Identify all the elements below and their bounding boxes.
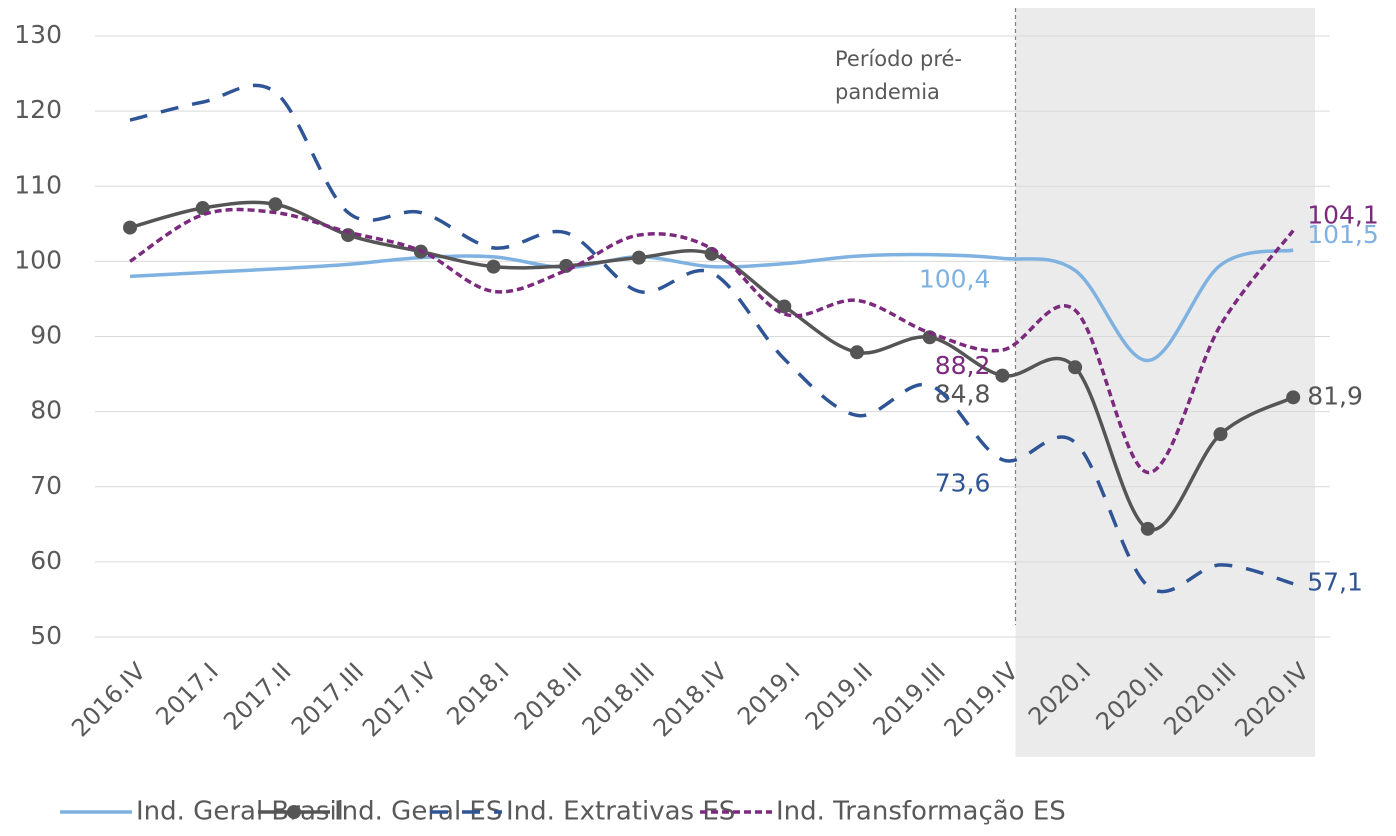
y-tick-label: 130 [14,20,62,49]
data-point [268,197,283,212]
series-line [129,207,1295,475]
data-point [631,250,646,265]
x-tick-label: 2017.III [286,657,369,740]
y-tick-label: 90 [30,321,62,350]
y-tick-label: 70 [30,471,62,500]
legend-label: Ind. Extrativas ES [506,797,735,827]
data-label: 81,9 [1307,381,1363,410]
y-tick-label: 80 [30,396,62,425]
data-point [195,201,210,216]
x-tick-label: 2017.I [150,657,223,730]
data-label: 101,5 [1307,220,1379,249]
annotation: pandemia [835,80,940,104]
x-tick-label: 2017.II [218,657,296,735]
annotation: Período pré- [835,47,962,71]
data-label: 57,1 [1307,568,1363,597]
data-point [777,299,792,314]
x-tick-label: 2018.I [441,657,514,730]
data-point [1068,360,1083,375]
data-label: 100,4 [919,264,991,293]
x-tick-label: 2018.IV [648,657,733,742]
y-tick-label: 100 [14,245,62,274]
x-tick-label: 2019.I [732,657,805,730]
data-point [995,368,1010,383]
x-tick-label: 2017.IV [357,657,442,742]
data-point [850,345,864,360]
legend-marker [287,805,301,819]
x-tick-label: 2019.III [867,657,950,740]
data-point [1213,427,1228,442]
series-line [129,248,1294,363]
x-tick-label: 2018.III [577,657,660,740]
data-label: 73,6 [935,469,991,498]
data-point [1286,390,1301,405]
x-tick-label: 2018.II [509,657,587,735]
data-point [123,220,137,235]
series-line [129,83,1294,594]
x-tick-label: 2016.IV [66,657,151,742]
legend-label: Ind. Transformação ES [776,797,1066,827]
x-tick-label: 2019.II [800,657,878,735]
data-point [486,259,501,274]
y-tick-label: 50 [30,621,62,650]
data-point [1140,521,1155,536]
data-point [341,228,356,243]
data-label: 88,2 [935,351,991,380]
data-label: 104,1 [1307,201,1379,230]
y-tick-label: 110 [14,170,62,199]
x-tick-label: 2019.IV [939,657,1024,742]
y-tick-label: 120 [14,95,62,124]
shaded-region [1015,8,1316,757]
y-tick-label: 60 [30,546,62,575]
